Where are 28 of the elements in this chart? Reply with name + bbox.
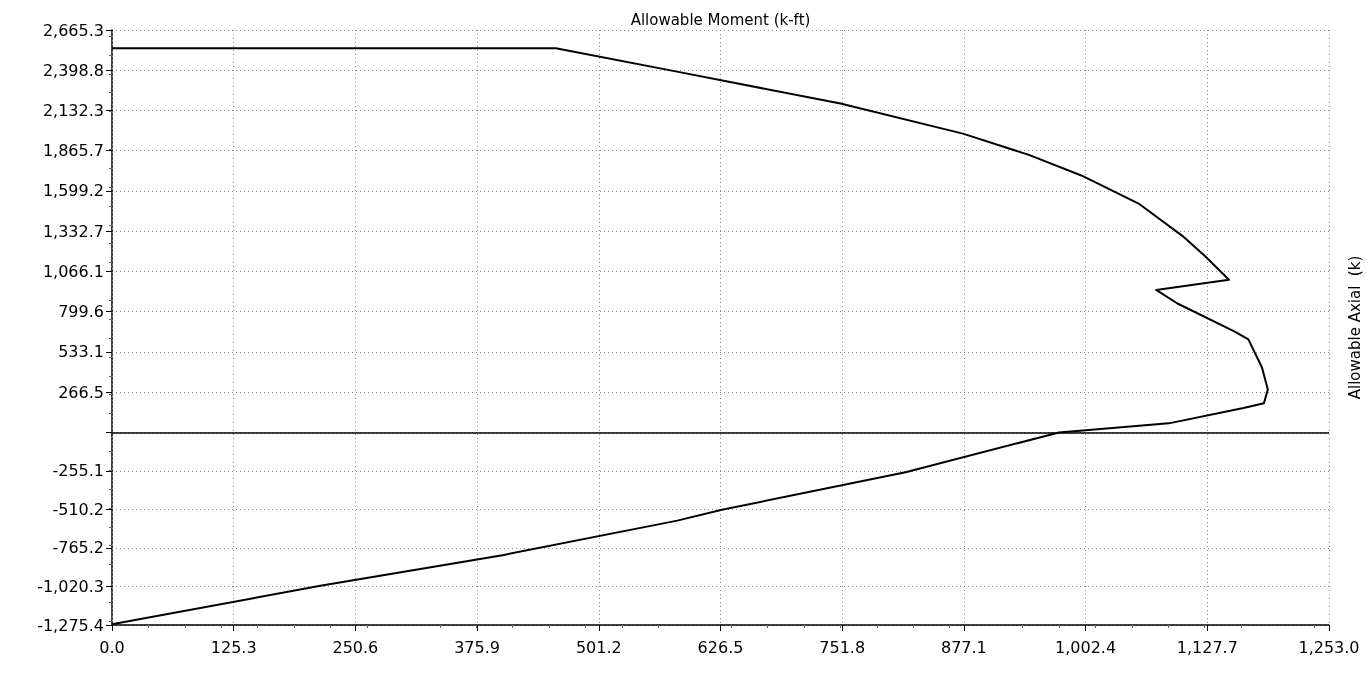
y-tick-label: -510.2 xyxy=(52,499,104,519)
x-tick-label: 751.8 xyxy=(819,637,866,657)
y-tick-label: 799.6 xyxy=(58,302,104,322)
x-tick-label: 0.0 xyxy=(99,637,125,657)
x-tick-label: 1,127.7 xyxy=(1176,637,1238,657)
x-tick-label: 1,253.0 xyxy=(1298,637,1360,657)
y-tick-label: -255.1 xyxy=(52,461,104,481)
y-axis-title: Allowable Axial (k) xyxy=(1345,255,1364,400)
y-tick-label: 2,132.3 xyxy=(42,100,104,120)
y-tick-label: 2,665.3 xyxy=(42,20,104,40)
y-tick-label: 1,865.7 xyxy=(42,141,104,161)
x-tick-label: 1,002.4 xyxy=(1055,637,1117,657)
x-tick-label: 125.3 xyxy=(210,637,257,657)
x-tick-label: 501.2 xyxy=(575,637,622,657)
y-tick-label: -1,020.3 xyxy=(37,576,104,596)
y-tick-label: 2,398.8 xyxy=(42,60,104,80)
y-tick-label: 266.5 xyxy=(58,382,104,402)
y-tick-label: -1,275.4 xyxy=(37,615,104,635)
x-tick-label: 626.5 xyxy=(697,637,744,657)
y-tick-label: -765.2 xyxy=(52,538,104,558)
x-axis-title: Allowable Moment (k-ft) xyxy=(630,10,811,29)
y-tick-label: 533.1 xyxy=(58,342,104,362)
x-tick-label: 877.1 xyxy=(940,637,987,657)
x-tick-label: 375.9 xyxy=(454,637,501,657)
y-tick-label: 1,066.1 xyxy=(42,261,104,281)
x-tick-label: 250.6 xyxy=(332,637,379,657)
y-tick-label: 1,599.2 xyxy=(42,181,104,201)
y-tick-label: 1,332.7 xyxy=(42,221,104,241)
